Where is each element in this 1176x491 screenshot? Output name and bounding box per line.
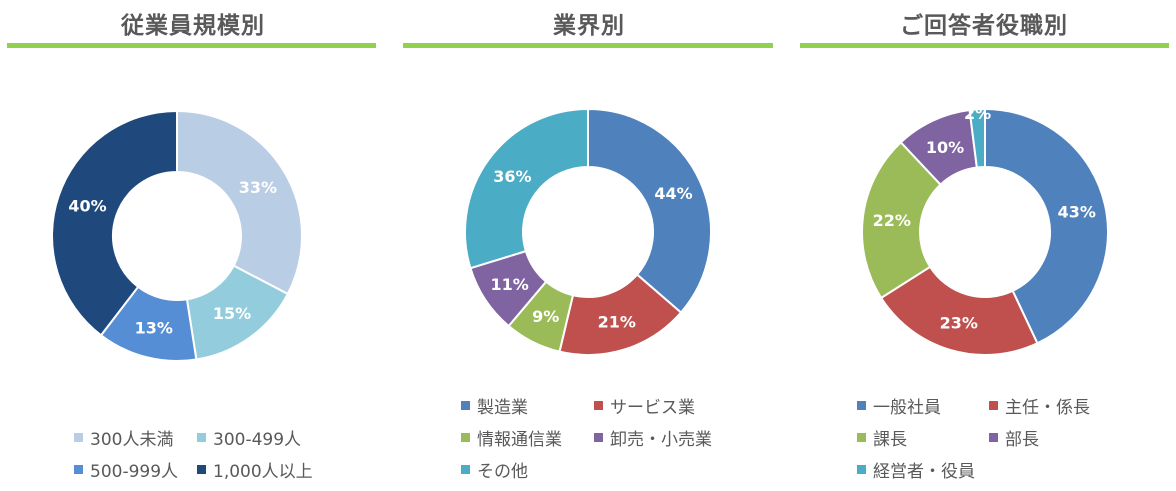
legend-item: 主任・係長 — [989, 393, 1090, 418]
slice-label: 33% — [239, 178, 277, 197]
legend-item: 一般社員 — [857, 393, 941, 418]
donut-slice — [968, 107, 986, 169]
slice-label: 10% — [926, 138, 964, 157]
donut-slice — [51, 109, 178, 337]
legend-swatch-icon — [594, 433, 603, 442]
donut-slice — [879, 265, 1039, 356]
slice-label: 11% — [490, 275, 528, 294]
slice-label: 44% — [654, 184, 692, 203]
legend-swatch-icon — [594, 401, 603, 410]
slice-label: 21% — [598, 312, 636, 331]
legend-swatch-icon — [857, 401, 866, 410]
legend-swatch-icon — [461, 465, 470, 474]
legend: 300人未満 300-499人 500-999人 1,000人以上 — [0, 0, 386, 491]
legend-swatch-icon — [989, 433, 998, 442]
donut-chart-industry: 44% 21% 9%11% 36% — [464, 107, 712, 356]
legend-swatch-icon — [857, 433, 866, 442]
legend: 一般社員 主任・係長 課長 部長 経営者・役員 — [792, 0, 1176, 491]
legend-item: 300人未満 — [74, 425, 173, 450]
donut-slice — [861, 140, 942, 300]
legend-item: サービス業 — [594, 393, 695, 418]
slice-label: 40% — [68, 197, 106, 216]
chart-title: 業界別 — [553, 13, 625, 39]
legend-swatch-icon — [989, 401, 998, 410]
slice-label: 43% — [1058, 202, 1096, 221]
industry-panel: 業界別 44% 21% 9% 11% 36% 製造業 サービス業 情報通信業 卸売・小売… — [396, 0, 782, 491]
legend-swatch-icon — [197, 433, 206, 442]
legend-item: 300-499人 — [197, 425, 301, 450]
slice-label: 23% — [940, 313, 978, 332]
respondent-position-panel: ご回答者役職別 43% 23% 22% 10% 2% 一般社員 主任・係長 課長 部長 … — [792, 0, 1176, 491]
chart-title: ご回答者役職別 — [900, 13, 1068, 39]
legend-item: 部長 — [989, 425, 1039, 450]
slice-label: 36% — [493, 167, 531, 186]
title-underline — [7, 43, 376, 48]
legend-item: 情報通信業 — [461, 425, 562, 450]
legend-swatch-icon — [74, 465, 83, 474]
slice-label: 2% — [964, 104, 991, 123]
legend-swatch-icon — [857, 465, 866, 474]
legend-swatch-icon — [461, 401, 470, 410]
slice-label: 13% — [135, 319, 173, 338]
donut-slice — [176, 109, 303, 296]
chart-title: 従業員規模別 — [121, 13, 265, 39]
slice-label: 15% — [213, 304, 251, 323]
legend-item: 1,000人以上 — [197, 457, 313, 482]
donut-slice — [587, 107, 712, 314]
title-underline — [800, 43, 1169, 48]
donut-slice — [464, 107, 589, 270]
employee-size-panel: 従業員規模別 33% 15% 13% 40% 300人未満 300-499人 500-… — [0, 0, 386, 491]
legend-swatch-icon — [74, 433, 83, 442]
title-underline — [403, 43, 773, 48]
legend-item: 製造業 — [461, 393, 528, 418]
legend-item: その他 — [461, 457, 528, 482]
donut-chart-position: 43% 23% 22% 10%2% — [861, 104, 1109, 356]
legend-item: 課長 — [857, 425, 907, 450]
legend-item: 経営者・役員 — [857, 457, 975, 482]
legend: 製造業 サービス業 情報通信業 卸売・小売業 その他 — [396, 0, 782, 491]
legend-item: 卸売・小売業 — [594, 425, 712, 450]
slice-label: 9% — [532, 307, 559, 326]
legend-swatch-icon — [197, 465, 206, 474]
donut-slice — [984, 107, 1109, 345]
donut-chart-employee-size: 33% 15% 13% 40% — [51, 109, 303, 362]
slice-label: 22% — [873, 211, 911, 230]
legend-swatch-icon — [461, 433, 470, 442]
legend-item: 500-999人 — [74, 457, 178, 482]
